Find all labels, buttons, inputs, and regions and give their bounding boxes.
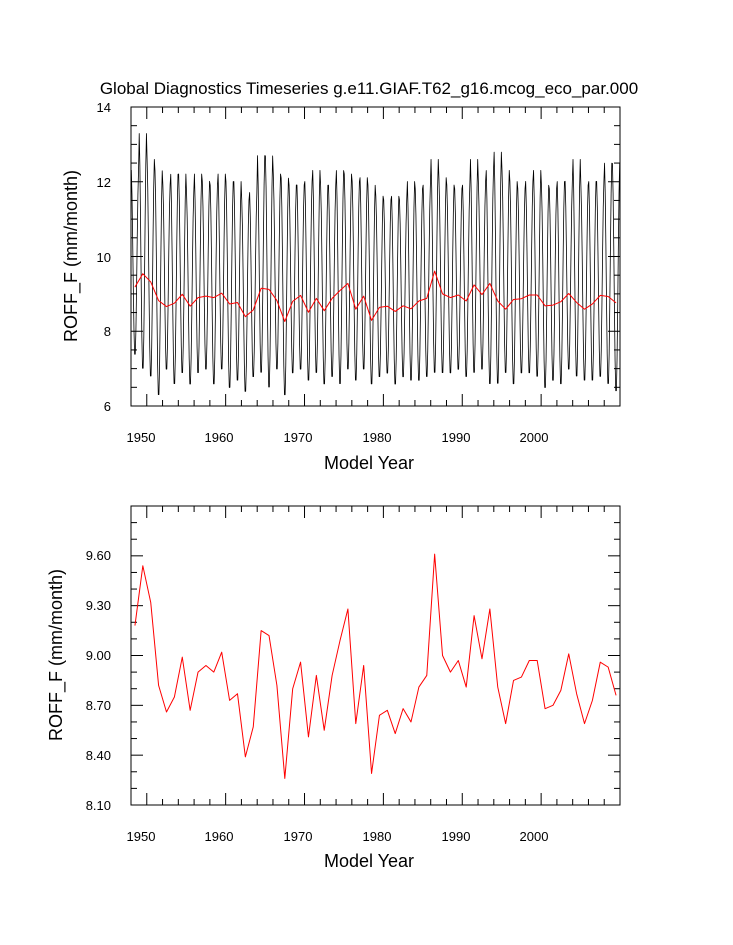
bottom-ytick-label: 8.40 xyxy=(86,748,111,763)
bottom-ytick-label: 9.00 xyxy=(86,648,111,663)
bottom-xtick-label: 1970 xyxy=(284,829,313,844)
bottom-xtick-label: 1950 xyxy=(127,829,156,844)
top-series-lines xyxy=(130,133,621,396)
top-xtick-label: 1990 xyxy=(442,430,471,445)
annual-mean-line xyxy=(134,553,617,779)
top-ytick-label: 6 xyxy=(104,399,111,414)
top-plot-frame xyxy=(130,106,621,407)
top-tick-marks xyxy=(131,106,621,407)
bottom-ytick-label: 9.30 xyxy=(86,598,111,613)
bottom-xtick-label: 1960 xyxy=(205,829,234,844)
bottom-y-axis-label: ROFF_F (mm/month) xyxy=(46,569,67,741)
bottom-x-axis-label: Model Year xyxy=(324,851,414,871)
top-ytick-label: 12 xyxy=(97,175,111,190)
top-xtick-label: 2000 xyxy=(520,430,549,445)
top-chart: Global Diagnostics Timeseries g.e11.GIAF… xyxy=(61,79,638,473)
bottom-series-lines xyxy=(134,553,617,779)
top-ytick-label: 14 xyxy=(97,100,111,115)
bottom-xtick-label: 1980 xyxy=(363,829,392,844)
bottom-plot-frame xyxy=(130,505,621,806)
bottom-ytick-label: 8.10 xyxy=(86,798,111,813)
bottom-xtick-label: 1990 xyxy=(442,829,471,844)
top-xtick-label: 1980 xyxy=(363,430,392,445)
bottom-chart: 1950 1960 1970 1980 1990 2000 8.10 8.40 … xyxy=(46,505,621,871)
top-xtick-label: 1950 xyxy=(127,430,156,445)
top-xtick-label: 1960 xyxy=(205,430,234,445)
monthly-line xyxy=(130,133,621,396)
bottom-xtick-label: 2000 xyxy=(520,829,549,844)
top-chart-title: Global Diagnostics Timeseries g.e11.GIAF… xyxy=(100,79,638,98)
top-ytick-label: 10 xyxy=(97,250,111,265)
bottom-tick-marks xyxy=(131,505,621,806)
top-x-axis-label: Model Year xyxy=(324,453,414,473)
top-xtick-label: 1970 xyxy=(284,430,313,445)
bottom-ytick-label: 8.70 xyxy=(86,698,111,713)
annual-mean-line xyxy=(134,270,617,323)
bottom-ytick-label: 9.60 xyxy=(86,548,111,563)
top-ytick-label: 8 xyxy=(104,324,111,339)
top-y-axis-label: ROFF_F (mm/month) xyxy=(61,170,82,342)
